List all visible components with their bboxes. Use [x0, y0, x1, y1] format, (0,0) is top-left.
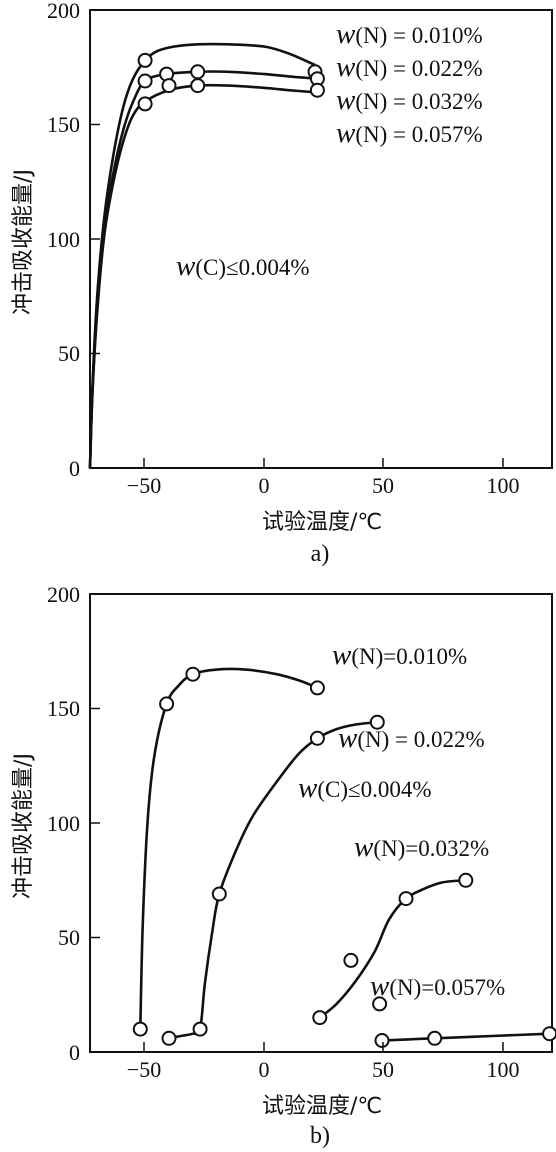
panel-b-label-text: (N)=0.010%	[351, 644, 467, 669]
panel-b-label-n-0022: w(N) = 0.022%	[338, 722, 485, 754]
panel-a-point-n-0032	[190, 78, 206, 94]
panel-b-label-symbol: w	[354, 831, 374, 863]
panel-a-ytick-label: 0	[69, 456, 80, 481]
panel-a-ytick-label: 50	[58, 341, 80, 366]
panel-b-xtick-label: 0	[259, 1057, 270, 1082]
panel-b-point-n-0032	[312, 1010, 328, 1026]
panel-b-point-n-0010	[309, 680, 325, 696]
panel-a-legend-symbol: w	[336, 117, 356, 149]
panel-b-point-n-0032	[343, 952, 359, 968]
panel-b-y-axis-label: 冲击吸收能量/J	[11, 753, 36, 899]
panel-b-curve-n-0010	[139, 667, 318, 1030]
panel-b-point-n-0022	[192, 1021, 208, 1037]
panel-a-legend-item-n-0032: w(N) = 0.032%	[336, 84, 483, 116]
panel-a-legend-text: (N) = 0.022%	[355, 56, 482, 81]
panel-a-xtick-label: 50	[372, 473, 394, 498]
panel-a-carbon-symbol: w	[176, 250, 196, 282]
panel-a-point-n-0022	[190, 64, 206, 80]
panel-b-point-n-0022	[161, 1030, 177, 1046]
panel-b-point-n-0032	[458, 872, 474, 888]
panel-b-x-axis-label: 试验温度/℃	[262, 1094, 382, 1119]
panel-a-x-tick-labels: −50 0 50 100	[127, 473, 520, 498]
panel-a-legend-text: (N) = 0.010%	[355, 23, 482, 48]
panel-a-ticks	[90, 123, 504, 469]
panel-b-carbon-note: w(C)≤0.004%	[298, 772, 432, 804]
panel-b-ytick-label: 0	[69, 1040, 80, 1065]
panel-b-label-n-0057: w(N)=0.057%	[370, 970, 505, 1002]
panel-b-y-tick-labels: 0 50 100 150 200	[47, 582, 80, 1065]
panel-a-legend-symbol: w	[336, 18, 356, 50]
panel-b-label-text: (N) = 0.022%	[357, 727, 484, 752]
panel-b-point-n-0022	[369, 714, 385, 730]
panel-b-ytick-label: 200	[47, 582, 80, 607]
panel-a-legend-item-n-0022: w(N) = 0.022%	[336, 51, 483, 83]
panel-a-point-n-0032	[161, 78, 177, 94]
panel-b-ticks	[90, 707, 504, 1053]
panel-a-curve-n-0032	[88, 83, 318, 469]
panel-b-label-n-0010: w(N)=0.010%	[332, 639, 467, 671]
panel-a-legend-text: (N) = 0.032%	[355, 89, 482, 114]
panel-a-xtick-label: −50	[127, 473, 161, 498]
panel-b-markers	[132, 666, 556, 1048]
panel-b-point-n-0057	[427, 1030, 443, 1046]
panel-b-ytick-label: 150	[47, 696, 80, 721]
panel-a-legend-text: (N) = 0.057%	[355, 122, 482, 147]
panel-a-ytick-label: 150	[47, 112, 80, 137]
panel-b-xtick-label: −50	[127, 1057, 161, 1082]
panel-b-label-text: (N)=0.057%	[389, 975, 505, 1000]
panel-a-y-axis-label: 冲击吸收能量/J	[11, 169, 36, 315]
panel-a-point-n-0032	[137, 96, 153, 112]
panel-b-label-symbol: w	[332, 639, 352, 671]
panel-b-point-n-0032	[372, 996, 388, 1012]
panel-b-label-symbol: w	[338, 722, 358, 754]
panel-b-x-tick-labels: −50 0 50 100	[127, 1057, 520, 1082]
panel-b-curve-n-0022	[168, 720, 378, 1040]
panel-b-point-n-0010	[159, 696, 175, 712]
panel-b-label-n-0032: w(N)=0.032%	[354, 831, 489, 863]
panel-b-curve-n-0032	[318, 879, 466, 1019]
panel-b-label-symbol: w	[370, 970, 390, 1002]
panel-a-point-n-0010	[137, 52, 153, 68]
panel-a-legend-symbol: w	[336, 51, 356, 83]
panel-a-ytick-label: 100	[47, 227, 80, 252]
panel-b-xtick-label: 100	[487, 1057, 520, 1082]
panel-b-ytick-label: 50	[58, 925, 80, 950]
panel-a-x-axis-label: 试验温度/℃	[262, 510, 382, 535]
panel-b-point-n-0022	[211, 886, 227, 902]
panel-b-xtick-label: 50	[372, 1057, 394, 1082]
panel-a-point-n-0032	[309, 82, 325, 98]
panel-a-xtick-label: 0	[259, 473, 270, 498]
panel-a-legend: w(N) = 0.010% w(N) = 0.022% w(N) = 0.032…	[336, 18, 483, 149]
panel-b-ytick-label: 100	[47, 811, 80, 836]
panel-a-xtick-label: 100	[487, 473, 520, 498]
panel-b: 0 50 100 150 200 −50 0 50 100 冲击吸收能量/J 试…	[11, 582, 556, 1149]
panel-b-label-symbol: w	[298, 772, 318, 804]
panel-b-label-text: (N)=0.032%	[373, 836, 489, 861]
panel-a: 0 50 100 150 200 −50 0 50 100 冲击吸收能量/J 试…	[11, 0, 553, 567]
panel-a-carbon-text: (C)≤0.004%	[195, 255, 309, 280]
panel-a-y-tick-labels: 0 50 100 150 200	[47, 0, 80, 481]
panel-a-ytick-label: 200	[47, 0, 80, 23]
panel-b-point-n-0057	[542, 1026, 556, 1042]
panel-b-label-text: (C)≤0.004%	[317, 777, 431, 802]
panel-b-point-n-0057	[374, 1033, 390, 1048]
panel-b-label: b)	[310, 1123, 330, 1149]
panel-a-point-n-0022	[137, 73, 153, 89]
panel-a-legend-item-n-0057: w(N) = 0.057%	[336, 117, 483, 149]
panel-a-carbon-note: w(C)≤0.004%	[176, 250, 310, 282]
panel-a-legend-symbol: w	[336, 84, 356, 116]
panel-b-point-n-0010	[132, 1021, 148, 1037]
panel-b-curve-n-0057	[381, 1032, 550, 1042]
panel-b-point-n-0022	[309, 730, 325, 746]
panel-b-point-n-0010	[185, 666, 201, 682]
panel-a-legend-item-n-0010: w(N) = 0.010%	[336, 18, 483, 50]
panel-b-point-n-0032	[398, 891, 414, 907]
panel-a-label: a)	[311, 541, 330, 567]
panel-a-markers	[137, 52, 325, 112]
panel-b-curve-labels: w(N)=0.010% w(N) = 0.022% w(C)≤0.004% w(…	[298, 639, 505, 1002]
